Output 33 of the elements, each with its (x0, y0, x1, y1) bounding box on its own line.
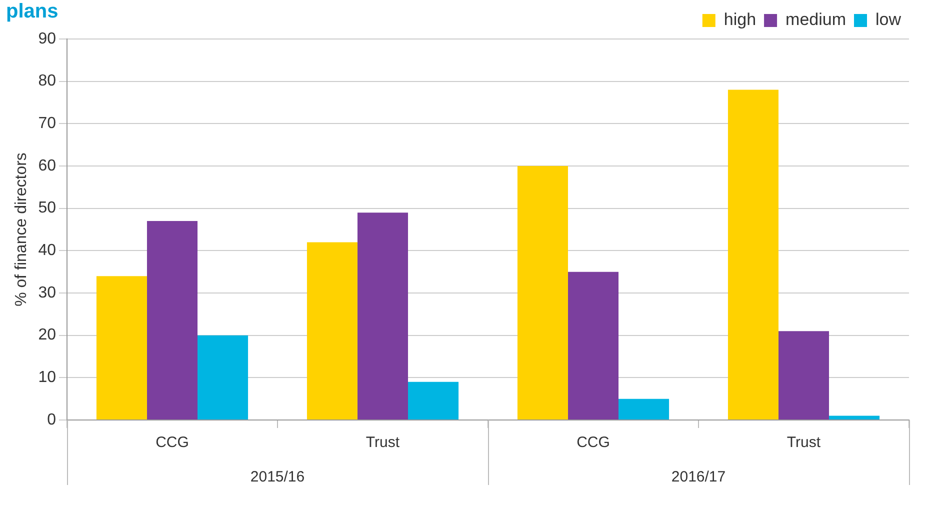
y-tick-label: 40 (38, 242, 56, 260)
bar (146, 221, 198, 420)
legend-label: high (724, 10, 756, 30)
y-tick-label: 30 (38, 284, 56, 302)
legend-label: medium (786, 10, 846, 30)
bar (198, 335, 248, 420)
bar (778, 331, 830, 420)
y-tick-label: 80 (38, 72, 56, 90)
y-tick-label: 50 (38, 200, 56, 217)
y-tick-label: 0 (47, 411, 56, 428)
bar (728, 90, 778, 420)
y-tick-label: 20 (38, 326, 56, 344)
bar (517, 166, 568, 420)
y-axis-title: % of finance directors (13, 152, 30, 306)
chart-title: plans (6, 0, 58, 23)
x-tick-label: Trust (786, 434, 822, 452)
bar (568, 272, 619, 420)
bar (357, 212, 408, 420)
bar (306, 242, 358, 420)
bar (408, 382, 459, 420)
bar (96, 276, 147, 420)
y-tick-label: 10 (38, 369, 56, 386)
x-tick-label: CCG (576, 434, 610, 452)
y-tick-label: 70 (38, 115, 56, 132)
legend-label: low (875, 10, 902, 30)
bar (618, 398, 670, 420)
text: 2015/16 (250, 468, 305, 486)
x-tick-label: CCG (156, 434, 189, 452)
x-tick-label: Trust (366, 434, 400, 452)
y-tick-label: 60 (38, 157, 56, 174)
text: 2016/17 (671, 468, 726, 486)
y-tick-label: 90 (38, 30, 56, 48)
bar (829, 416, 880, 420)
